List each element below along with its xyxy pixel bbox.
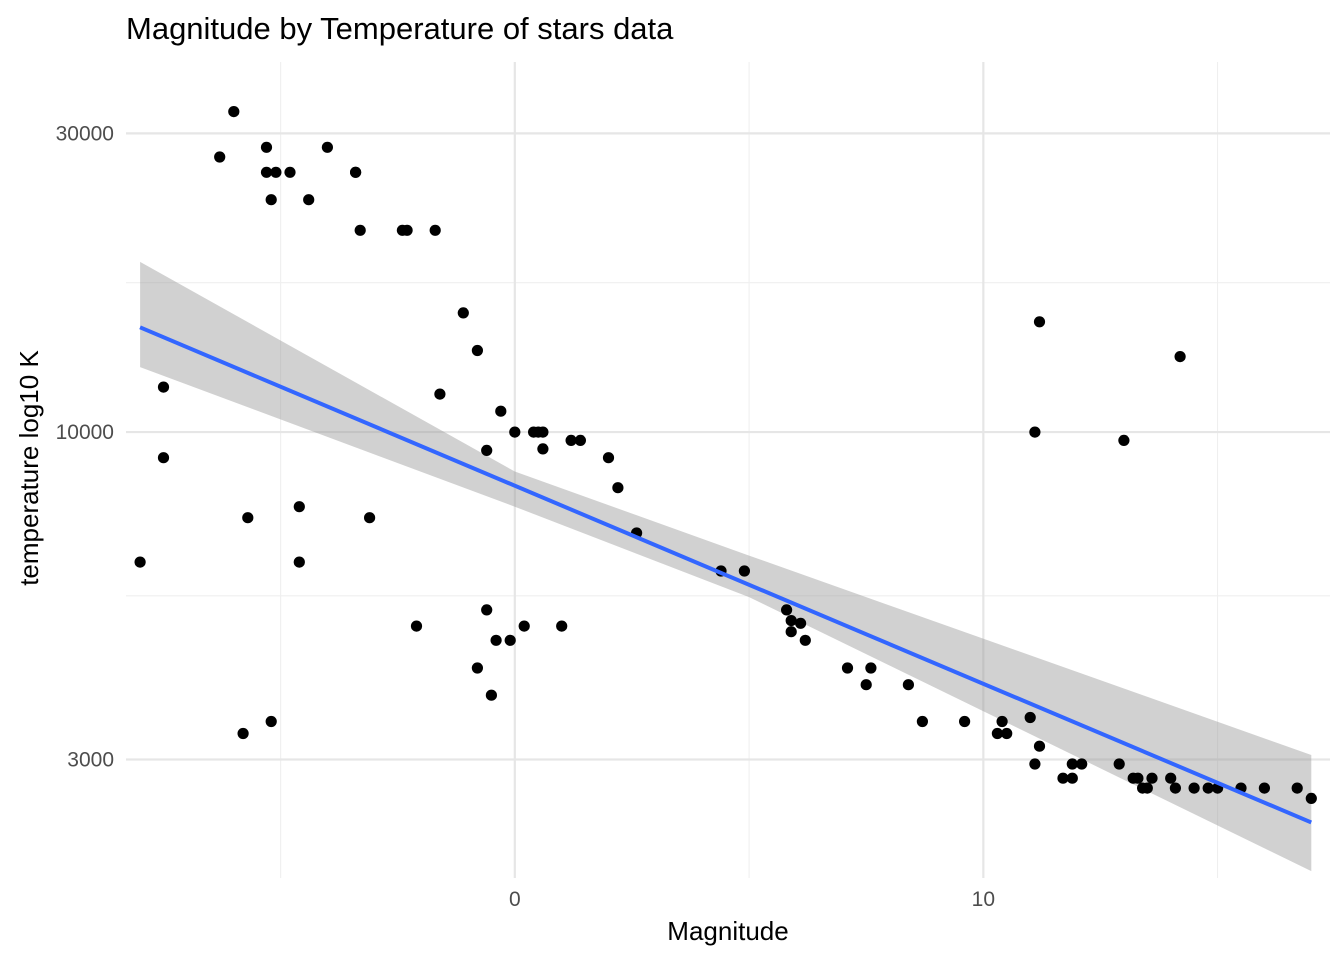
data-point (364, 512, 376, 524)
fit-line (139, 325, 1313, 825)
y-tick-label: 10000 (56, 421, 114, 444)
data-point (1169, 782, 1181, 794)
x-axis-title: Magnitude (667, 916, 788, 946)
data-point (1132, 772, 1144, 784)
data-point (265, 715, 277, 728)
data-point (738, 565, 751, 577)
x-tick-label: 10 (972, 888, 995, 911)
data-point (457, 307, 469, 319)
x-tick-label: 0 (509, 888, 521, 911)
data-point (902, 679, 915, 691)
data-point (1165, 772, 1177, 784)
data-point (509, 426, 521, 438)
data-point (471, 662, 483, 674)
data-point (354, 224, 366, 236)
data-point (865, 662, 877, 674)
data-point (270, 166, 282, 178)
regression-line (139, 325, 1313, 825)
data-point (1113, 758, 1125, 770)
data-point (799, 634, 811, 646)
data-point (1146, 772, 1158, 784)
data-point (1033, 316, 1046, 328)
data-point (495, 405, 507, 417)
data-point (481, 444, 493, 456)
tick-labels: 0 10 3000 10000 30000 (56, 122, 995, 911)
data-point (237, 727, 249, 740)
confidence-ribbon (140, 261, 1312, 872)
data-point (785, 615, 797, 627)
y-axis-title: temperature log10 K (14, 350, 44, 586)
data-point (1202, 782, 1214, 794)
data-point (350, 166, 362, 178)
data-point (260, 141, 273, 153)
chart-title: Magnitude by Temperature of stars data (126, 11, 674, 46)
data-point (293, 556, 305, 568)
data-point (284, 166, 296, 178)
data-point (1076, 758, 1088, 770)
data-point (1141, 782, 1153, 794)
data-point (504, 634, 516, 646)
grid (126, 62, 1330, 878)
y-tick-label: 3000 (67, 748, 114, 771)
data-point (602, 452, 615, 464)
data-point (1029, 426, 1041, 438)
data-point (916, 715, 929, 728)
data-point (214, 151, 226, 163)
data-point (481, 604, 493, 616)
data-point (860, 679, 872, 691)
data-point (1029, 758, 1041, 770)
data-point (574, 434, 587, 446)
data-point (841, 662, 854, 674)
data-point (1291, 782, 1303, 794)
data-point (537, 426, 549, 438)
data-point (1305, 792, 1317, 805)
data-point (1188, 782, 1200, 794)
data-point (1033, 740, 1046, 752)
data-point (157, 381, 170, 393)
data-point (612, 482, 624, 494)
data-point (134, 556, 146, 568)
data-point (991, 727, 1004, 740)
data-point (785, 626, 797, 638)
data-point (293, 501, 305, 513)
data-point (265, 194, 277, 206)
data-point (485, 689, 497, 701)
confidence-band (140, 261, 1312, 872)
data-point (321, 141, 333, 153)
data-point (959, 715, 971, 728)
data-point (1024, 711, 1036, 724)
y-tick-label: 30000 (56, 122, 114, 145)
data-point (303, 194, 315, 206)
data-point (401, 224, 413, 236)
data-point (228, 106, 240, 118)
data-point (1258, 782, 1270, 794)
data-point (1057, 772, 1069, 784)
data-point (471, 344, 483, 357)
data-point (537, 443, 549, 455)
data-point (781, 604, 793, 616)
data-point (1001, 727, 1013, 740)
data-point (410, 620, 423, 632)
data-point (1066, 758, 1078, 770)
data-points (134, 106, 1317, 805)
data-point (556, 620, 568, 632)
data-point (490, 634, 502, 646)
data-point (795, 617, 807, 629)
data-point (1174, 351, 1186, 363)
data-point (1118, 434, 1130, 446)
data-point (260, 166, 273, 178)
data-point (434, 388, 446, 400)
data-point (429, 224, 441, 236)
data-point (242, 512, 254, 524)
data-point (996, 715, 1008, 728)
data-point (518, 620, 530, 632)
data-point (157, 452, 170, 464)
data-point (565, 434, 577, 446)
data-point (1066, 772, 1078, 784)
